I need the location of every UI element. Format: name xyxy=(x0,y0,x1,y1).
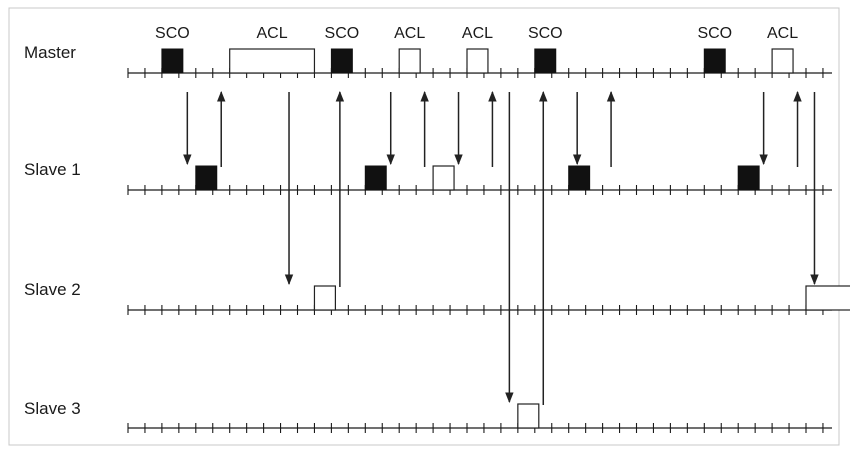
sco-packet-slave1 xyxy=(737,165,760,191)
sco-packet-master xyxy=(534,48,557,74)
acl-packet-slave3 xyxy=(517,403,540,429)
acl-packet-label: ACL xyxy=(257,25,288,42)
row-label-slave-2: Slave 2 xyxy=(24,280,81,299)
slave-1-timeline xyxy=(127,185,832,195)
acl-packet-label: ACL xyxy=(394,25,425,42)
acl-packet-label: ACL xyxy=(767,25,798,42)
row-slave-1: Slave 1 xyxy=(24,160,832,195)
sco-packet-master xyxy=(161,48,184,74)
acl-packet-slave2 xyxy=(313,285,337,311)
row-label-slave-3: Slave 3 xyxy=(24,399,81,418)
sco-packet-master xyxy=(330,48,353,74)
sco-packet-label: SCO xyxy=(155,25,190,42)
acl-packet-slave1 xyxy=(432,165,455,191)
diagram-frame xyxy=(8,7,840,446)
row-slave-3: Slave 3 xyxy=(24,399,832,433)
sco-packet-label: SCO xyxy=(528,25,563,42)
packets: SCO ACL SCO ACL ACL SCO SCO ACL xyxy=(155,25,850,429)
slave-3-timeline xyxy=(127,423,832,433)
slave-2-timeline xyxy=(127,305,832,315)
acl-packet-master xyxy=(466,48,489,74)
acl-packet-master xyxy=(229,48,316,74)
sco-packet-slave1 xyxy=(568,165,591,191)
row-slave-2: Slave 2 xyxy=(24,280,832,315)
sco-packet-label: SCO xyxy=(697,25,732,42)
sco-packet-master xyxy=(703,48,726,74)
row-label-slave-1: Slave 1 xyxy=(24,160,81,179)
acl-packet-slave2 xyxy=(805,285,850,311)
row-label-master: Master xyxy=(24,43,76,62)
acl-packet-master xyxy=(398,48,421,74)
sco-packet-slave1 xyxy=(195,165,218,191)
sco-packet-slave1 xyxy=(364,165,387,191)
acl-packet-label: ACL xyxy=(462,25,493,42)
sco-packet-label: SCO xyxy=(325,25,360,42)
acl-packet-master xyxy=(771,48,794,74)
transfer-arrows xyxy=(183,90,819,405)
